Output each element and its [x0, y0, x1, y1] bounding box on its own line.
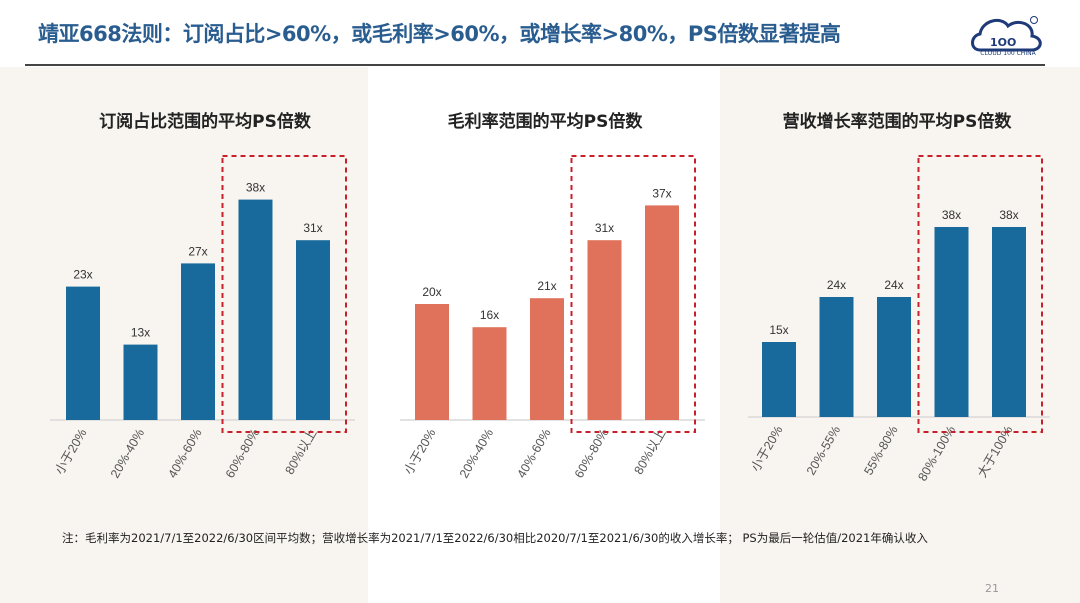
bar: [238, 199, 273, 420]
data-label: 21x: [537, 279, 556, 293]
data-label: 20x: [422, 285, 441, 299]
data-label: 27x: [188, 244, 207, 258]
data-label: 38x: [999, 208, 1018, 222]
highlight-box: [570, 155, 696, 433]
bar: [587, 240, 622, 420]
category-label: 80%以上: [282, 427, 319, 477]
category-label: 40%-60%: [165, 427, 204, 481]
chart-title-subscription: 订阅占比范围的平均PS倍数: [99, 112, 311, 132]
bar: [645, 205, 679, 420]
category-label: 20%-40%: [457, 427, 496, 481]
bar: [877, 297, 911, 417]
page-number: 21: [985, 582, 999, 595]
category-label: 小于20%: [401, 427, 438, 477]
bar: [819, 297, 854, 417]
bar: [530, 298, 564, 420]
category-label: 20%-40%: [108, 427, 147, 481]
category-label: 60%-80%: [223, 427, 262, 481]
data-label: 31x: [595, 221, 614, 235]
page-title: 靖亚668法则：订阅占比>60%，或毛利率>60%，或增长率>80%，PS倍数显…: [38, 22, 841, 46]
category-label: 小于20%: [748, 424, 785, 474]
chart-title-growth: 营收增长率范围的平均PS倍数: [782, 112, 1012, 132]
category-label: 55%-80%: [861, 424, 900, 478]
data-label: 24x: [884, 278, 903, 292]
bar: [934, 227, 969, 417]
data-label: 13x: [131, 326, 150, 340]
logo-text: CLOUD 100 CHINA: [980, 50, 1036, 57]
data-label: 16x: [480, 308, 499, 322]
category-label: 20%-55%: [804, 424, 843, 478]
data-label: 31x: [303, 221, 322, 235]
data-label: 38x: [942, 208, 961, 222]
highlight-box: [221, 155, 347, 433]
bar: [762, 342, 796, 417]
data-label: 38x: [246, 181, 265, 195]
bar: [123, 344, 158, 420]
chart-title-gross-margin: 毛利率范围的平均PS倍数: [447, 112, 643, 132]
data-label: 15x: [769, 323, 788, 337]
bar: [66, 286, 100, 420]
category-label: 40%-60%: [514, 427, 553, 481]
bar: [472, 327, 507, 420]
data-label: 24x: [827, 278, 846, 292]
data-label: 23x: [73, 268, 92, 282]
footnote: 注：毛利率为2021/7/1至2022/6/30区间平均数；营收增长率为2021…: [62, 531, 928, 545]
svg-text:1OO: 1OO: [990, 36, 1016, 49]
category-label: 60%-80%: [572, 427, 611, 481]
title-divider: [25, 64, 1045, 66]
cloud100-logo-icon: 1OO: [971, 16, 1042, 52]
highlight-box: [917, 155, 1043, 433]
category-label: 80%以上: [631, 427, 668, 477]
bar: [992, 227, 1026, 417]
data-label: 37x: [652, 186, 671, 200]
category-label: 小于20%: [52, 427, 89, 477]
bar: [296, 240, 330, 420]
bar: [181, 263, 215, 420]
bar: [415, 304, 449, 420]
